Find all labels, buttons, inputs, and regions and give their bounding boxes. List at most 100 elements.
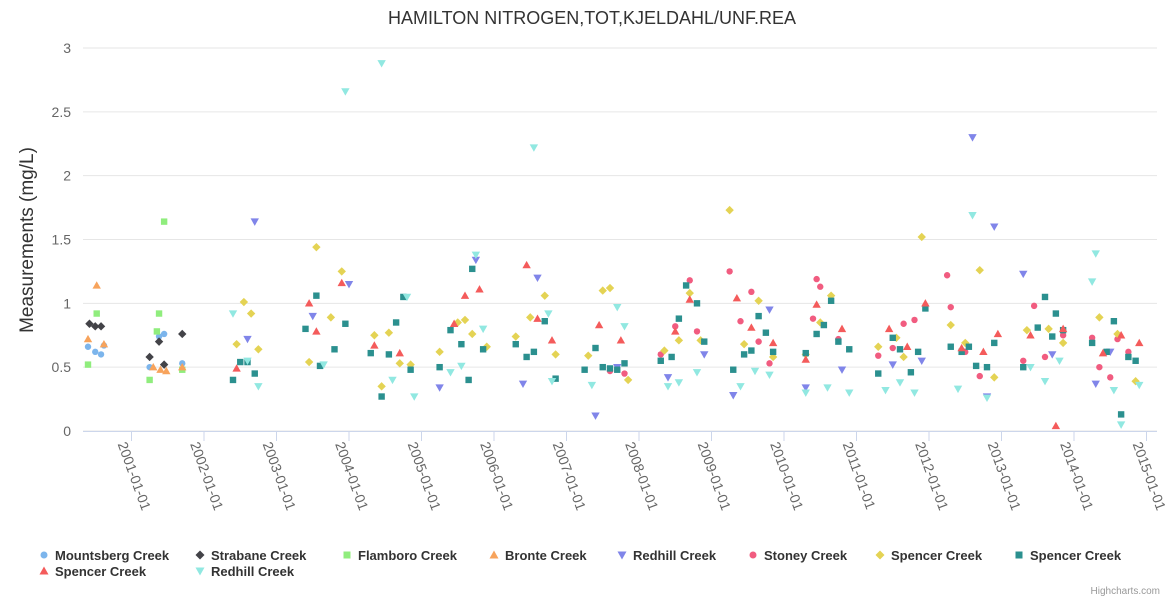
data-point[interactable] [737,318,744,325]
data-point[interactable] [943,272,951,279]
data-point[interactable] [754,296,763,305]
data-point[interactable] [1098,348,1108,357]
data-point[interactable] [726,268,733,275]
data-point[interactable] [899,352,908,362]
data-point[interactable] [468,329,477,339]
data-point[interactable] [748,347,755,354]
data-point[interactable] [154,337,164,346]
data-point[interactable] [91,322,100,331]
legend-symbol[interactable] [343,551,351,559]
data-point[interactable] [254,383,263,391]
data-point[interactable] [801,384,810,392]
data-point[interactable] [446,369,455,377]
data-point[interactable] [693,328,701,335]
data-point[interactable] [768,338,778,347]
legend-symbol[interactable] [40,551,48,559]
data-point[interactable] [968,212,977,220]
data-point[interactable] [1026,331,1035,339]
data-point[interactable] [889,344,896,352]
data-point[interactable] [672,323,679,330]
data-point[interactable] [884,324,894,333]
data-point[interactable] [896,346,904,353]
data-point[interactable] [765,371,774,380]
data-point[interactable] [541,318,548,325]
data-point[interactable] [1052,310,1060,317]
data-point[interactable] [725,205,734,215]
data-point[interactable] [385,351,393,358]
data-point[interactable] [533,274,542,282]
data-point[interactable] [1019,270,1028,279]
data-point[interactable] [435,384,444,392]
data-point[interactable] [620,323,629,331]
data-point[interactable] [817,283,824,290]
data-point[interactable] [395,348,404,357]
data-point[interactable] [469,265,476,273]
data-point[interactable] [820,321,828,329]
data-point[interactable] [1091,250,1100,258]
data-point[interactable] [341,88,350,96]
data-point[interactable] [1055,357,1064,365]
data-point[interactable] [1125,353,1132,361]
data-point[interactable] [692,369,702,377]
data-point[interactable] [1132,357,1139,364]
data-point[interactable] [511,332,520,341]
data-point[interactable] [875,352,882,359]
data-point[interactable] [701,338,708,345]
data-point[interactable] [1135,381,1144,390]
data-point[interactable] [668,353,675,361]
data-point[interactable] [93,310,100,317]
data-point[interactable] [246,309,256,318]
legend-item[interactable]: Spencer Creek [875,548,983,563]
data-point[interactable] [660,346,669,355]
data-point[interactable] [1041,353,1049,361]
data-point[interactable] [337,278,346,287]
data-point[interactable] [149,362,158,371]
data-point[interactable] [512,340,519,348]
data-point[interactable] [243,335,252,344]
data-point[interactable] [835,338,842,345]
data-point[interactable] [232,364,241,372]
data-point[interactable] [160,330,168,338]
data-point[interactable] [526,313,535,322]
data-point[interactable] [254,345,263,354]
legend-item[interactable]: Stoney Creek [749,548,848,563]
data-point[interactable] [400,293,407,301]
data-point[interactable] [407,366,414,373]
data-point[interactable] [160,218,168,225]
data-point[interactable] [685,288,694,298]
data-point[interactable] [319,361,328,369]
data-point[interactable] [533,314,542,322]
data-point[interactable] [378,393,385,400]
data-point[interactable] [739,339,749,349]
data-point[interactable] [1091,380,1100,388]
credits-link[interactable]: Highcharts.com [1091,586,1160,597]
data-point[interactable] [1096,363,1103,371]
data-point[interactable] [982,394,992,403]
data-point[interactable] [682,282,690,289]
data-point[interactable] [547,336,557,344]
data-point[interactable] [750,367,760,376]
data-point[interactable] [972,362,980,370]
data-point[interactable] [1095,313,1104,322]
data-point[interactable] [377,60,386,68]
data-point[interactable] [1049,333,1056,340]
data-point[interactable] [457,362,466,371]
data-point[interactable] [598,286,607,295]
legend-symbol[interactable] [489,550,499,559]
data-point[interactable] [685,295,694,303]
data-point[interactable] [96,322,106,331]
data-point[interactable] [465,376,472,384]
data-point[interactable] [809,315,817,322]
data-point[interactable] [243,357,252,365]
legend-symbol[interactable] [617,551,627,560]
data-point[interactable] [765,306,774,314]
data-point[interactable] [845,389,854,397]
data-point[interactable] [732,294,742,302]
data-point[interactable] [755,312,762,320]
data-point[interactable] [342,320,349,327]
data-point[interactable] [614,366,621,373]
legend-symbol[interactable] [39,566,49,575]
data-point[interactable] [1030,302,1038,310]
data-point[interactable] [730,366,737,373]
data-point[interactable] [1135,338,1144,347]
